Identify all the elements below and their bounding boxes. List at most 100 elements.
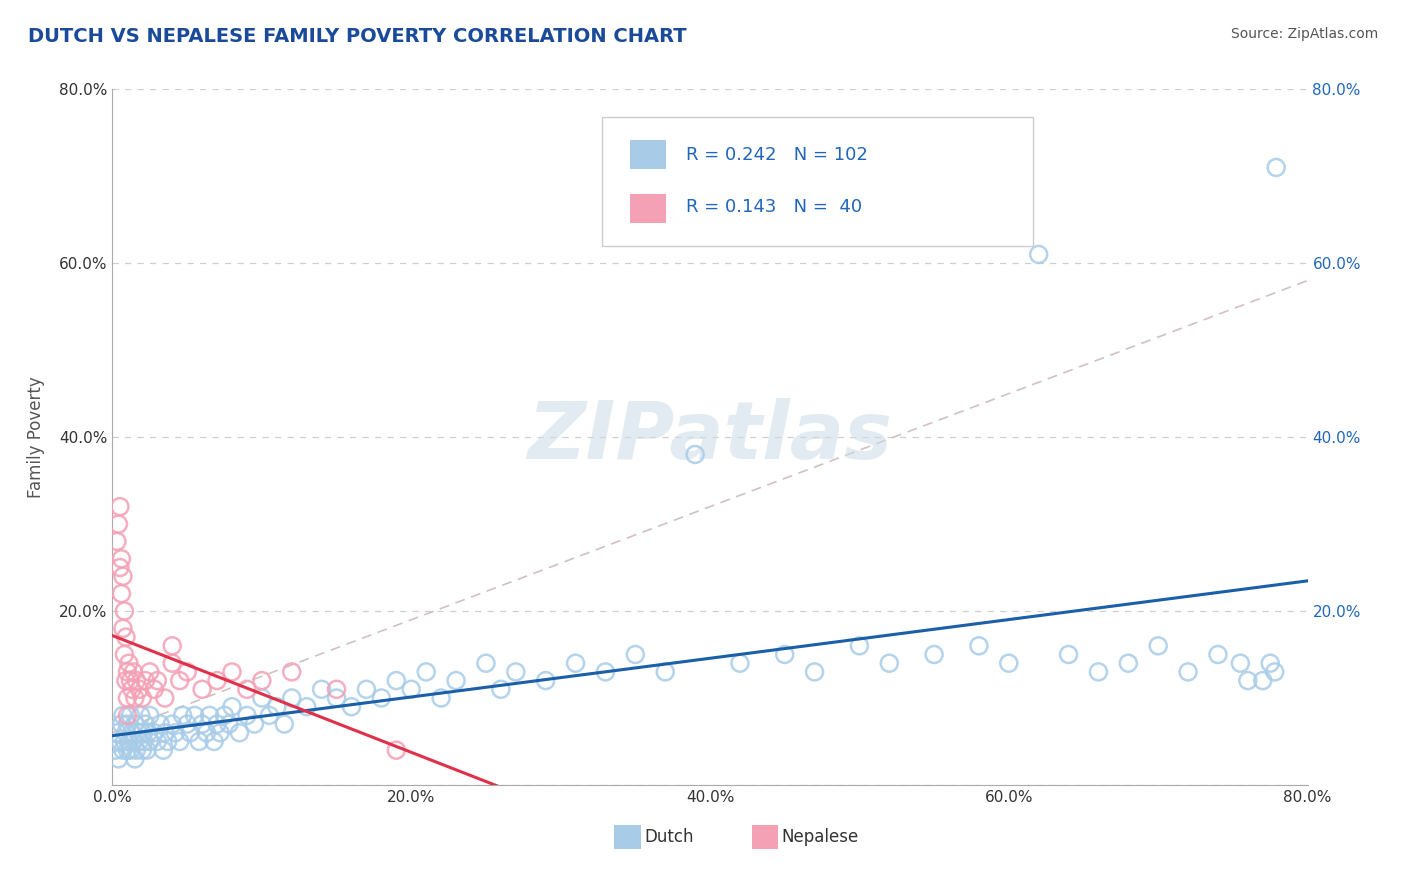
Point: [209, 726, 232, 740]
Point: [176, 665, 198, 679]
Point: [139, 708, 162, 723]
Point: [879, 657, 901, 671]
Point: [120, 673, 142, 688]
Point: [139, 734, 162, 748]
Point: [169, 673, 191, 688]
Point: [105, 726, 128, 740]
Point: [624, 648, 647, 662]
Point: [128, 734, 150, 748]
Point: [221, 699, 243, 714]
FancyBboxPatch shape: [603, 117, 1033, 245]
Point: [195, 726, 218, 740]
Point: [773, 648, 796, 662]
Point: [114, 604, 135, 618]
Point: [115, 673, 138, 688]
Point: [117, 665, 139, 679]
Point: [134, 717, 156, 731]
Point: [273, 717, 295, 731]
Point: [430, 690, 453, 705]
Point: [534, 673, 557, 688]
Point: [120, 743, 142, 757]
Point: [121, 726, 143, 740]
Point: [125, 673, 148, 688]
Point: [1258, 657, 1281, 671]
Point: [128, 682, 150, 697]
Point: [146, 734, 169, 748]
Point: [1177, 665, 1199, 679]
Point: [176, 717, 198, 731]
Point: [162, 657, 183, 671]
Bar: [630, 194, 666, 223]
Point: [149, 717, 172, 731]
Point: [803, 665, 825, 679]
Point: [356, 682, 378, 697]
Point: [108, 560, 131, 574]
Point: [172, 708, 194, 723]
Point: [250, 673, 273, 688]
Text: Nepalese: Nepalese: [782, 828, 859, 847]
Point: [683, 447, 706, 462]
Bar: [614, 824, 641, 849]
Point: [153, 726, 176, 740]
Point: [115, 630, 138, 644]
Point: [218, 717, 240, 731]
Point: [475, 657, 498, 671]
Point: [489, 682, 512, 697]
Point: [188, 734, 211, 748]
Point: [135, 743, 157, 757]
Text: Dutch: Dutch: [644, 828, 693, 847]
Point: [281, 665, 304, 679]
Point: [146, 673, 169, 688]
Point: [1229, 657, 1251, 671]
Point: [311, 682, 333, 697]
Point: [111, 708, 134, 723]
Point: [131, 690, 153, 705]
Point: [124, 752, 146, 766]
Point: [1087, 665, 1109, 679]
Point: [153, 690, 176, 705]
Point: [107, 752, 129, 766]
Point: [131, 726, 153, 740]
Point: [1265, 161, 1288, 175]
Text: ZIPatlas: ZIPatlas: [527, 398, 893, 476]
Point: [1028, 247, 1050, 261]
Point: [121, 682, 143, 697]
Point: [259, 708, 281, 723]
Point: [1237, 673, 1260, 688]
Point: [370, 690, 392, 705]
Point: [198, 708, 221, 723]
Point: [125, 743, 148, 757]
Point: [162, 639, 183, 653]
Point: [728, 657, 751, 671]
Point: [105, 534, 128, 549]
Bar: [752, 824, 778, 849]
Point: [922, 648, 945, 662]
Y-axis label: Family Poverty: Family Poverty: [27, 376, 45, 498]
Point: [122, 734, 145, 748]
Point: [236, 708, 259, 723]
Point: [340, 699, 363, 714]
Point: [1147, 639, 1170, 653]
Point: [132, 734, 155, 748]
Point: [111, 569, 134, 583]
Point: [401, 682, 423, 697]
Point: [131, 743, 153, 757]
Point: [120, 708, 142, 723]
Point: [654, 665, 676, 679]
Point: [156, 734, 179, 748]
Point: [162, 717, 183, 731]
Point: [117, 743, 139, 757]
Point: [111, 743, 134, 757]
Point: [107, 516, 129, 531]
Point: [385, 673, 408, 688]
Point: [110, 717, 132, 731]
Point: [124, 690, 146, 705]
Point: [325, 690, 347, 705]
Point: [115, 726, 138, 740]
Point: [564, 657, 586, 671]
Bar: [630, 140, 666, 169]
Point: [595, 665, 617, 679]
Point: [111, 621, 134, 635]
Point: [281, 690, 304, 705]
Point: [967, 639, 990, 653]
